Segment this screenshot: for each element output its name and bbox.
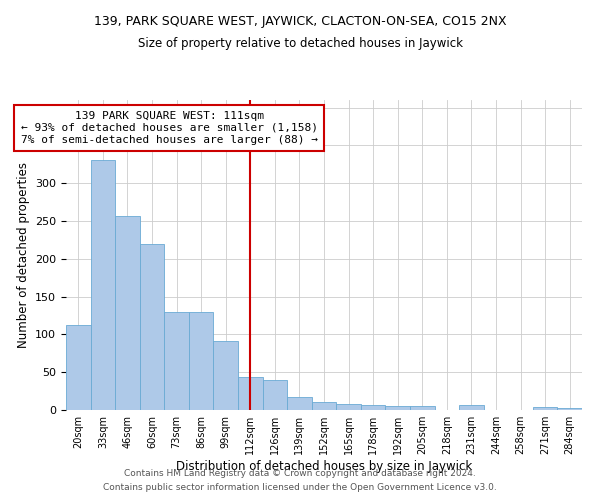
Text: 139 PARK SQUARE WEST: 111sqm
← 93% of detached houses are smaller (1,158)
7% of : 139 PARK SQUARE WEST: 111sqm ← 93% of de… [20, 112, 318, 144]
Bar [238, 376, 263, 410]
Bar [66, 326, 91, 410]
Bar [263, 380, 287, 410]
Bar [459, 406, 484, 410]
Bar [140, 244, 164, 410]
Bar [189, 312, 214, 410]
Bar [361, 404, 385, 410]
Bar [312, 402, 336, 410]
Bar [164, 312, 189, 410]
Bar [214, 341, 238, 410]
Bar [336, 404, 361, 410]
Bar [287, 397, 312, 410]
Text: Contains HM Land Registry data © Crown copyright and database right 2024.: Contains HM Land Registry data © Crown c… [124, 468, 476, 477]
Text: 139, PARK SQUARE WEST, JAYWICK, CLACTON-ON-SEA, CO15 2NX: 139, PARK SQUARE WEST, JAYWICK, CLACTON-… [94, 15, 506, 28]
Bar [115, 216, 140, 410]
Bar [385, 406, 410, 410]
Bar [410, 406, 434, 410]
Y-axis label: Number of detached properties: Number of detached properties [17, 162, 29, 348]
Text: Size of property relative to detached houses in Jaywick: Size of property relative to detached ho… [137, 38, 463, 51]
Bar [91, 160, 115, 410]
X-axis label: Distribution of detached houses by size in Jaywick: Distribution of detached houses by size … [176, 460, 472, 473]
Bar [557, 408, 582, 410]
Text: Contains public sector information licensed under the Open Government Licence v3: Contains public sector information licen… [103, 484, 497, 492]
Bar [533, 407, 557, 410]
